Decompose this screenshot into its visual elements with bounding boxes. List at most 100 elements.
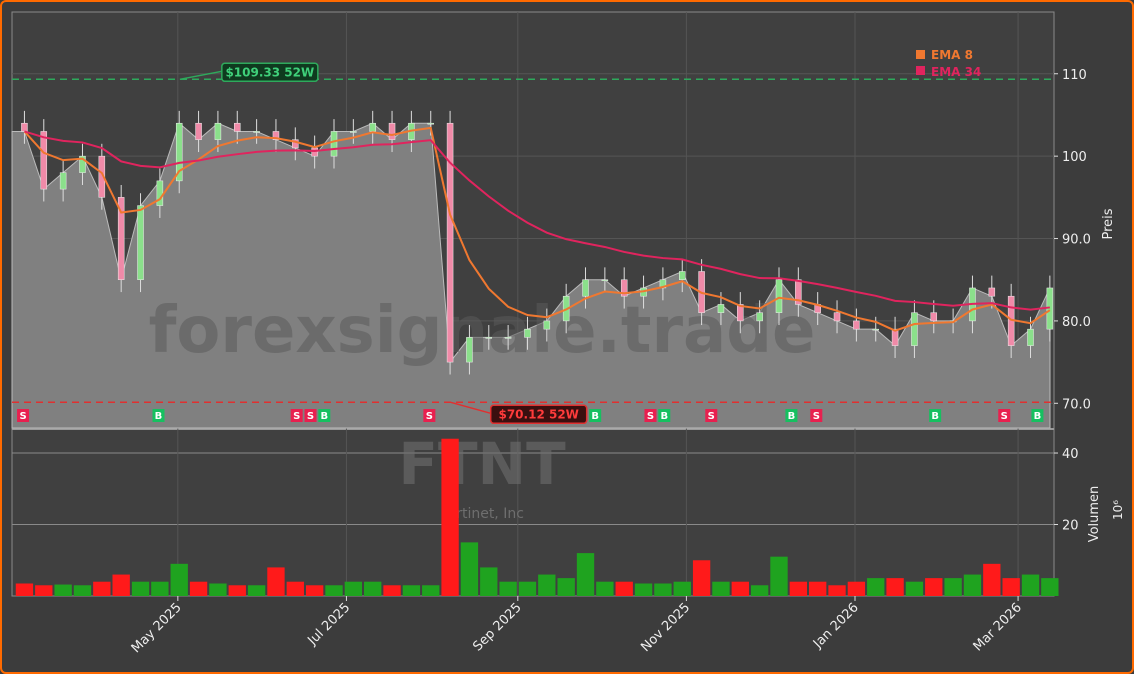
candle-body — [737, 304, 744, 322]
candle-body — [137, 205, 144, 280]
signal-label: S — [426, 411, 433, 422]
volume-bar — [557, 578, 575, 596]
volume-bar — [673, 581, 691, 596]
volume-bar — [712, 581, 730, 596]
volume-bar — [576, 553, 595, 596]
signal-label: S — [647, 411, 654, 422]
ticker-watermark: FTNT — [398, 430, 566, 498]
legend-swatch-ema34 — [916, 66, 925, 75]
legend: EMA 8 EMA 34 — [916, 48, 981, 79]
price-tick-label: 90.0 — [1062, 233, 1091, 248]
candle-body — [369, 122, 376, 132]
annotations: $109.33 52W $70.12 52W — [12, 62, 1054, 425]
legend-swatch-ema8 — [916, 50, 925, 59]
sell-signal — [644, 409, 657, 422]
candle-body — [504, 337, 512, 339]
volume-bar — [209, 583, 227, 596]
candle-body — [601, 279, 609, 281]
buy-signal — [929, 409, 942, 422]
volume-bar — [151, 581, 169, 596]
candle-body — [543, 320, 551, 330]
x-tick-label: Nov 2025 — [638, 600, 693, 655]
signal-label: S — [813, 411, 820, 422]
volume-bars — [15, 438, 1059, 596]
candle-body — [21, 122, 28, 132]
volume-bar — [305, 585, 324, 596]
volume-bar — [325, 585, 343, 596]
candle-body — [756, 312, 763, 322]
candle-body — [485, 337, 493, 339]
candle-body — [330, 131, 338, 157]
volume-bar — [480, 567, 498, 596]
candle-body — [872, 328, 879, 331]
volume-axis-unit: 10⁶ — [1111, 500, 1125, 520]
volume-tick-label: 40 — [1062, 447, 1079, 462]
signal-label: B — [660, 411, 668, 422]
volume-bar — [228, 585, 246, 596]
volume-bar — [247, 585, 266, 596]
candle-body — [427, 122, 434, 125]
ema-lines — [23, 126, 1051, 332]
candle-body — [930, 312, 938, 322]
volume-bar — [267, 567, 285, 596]
signal-label: B — [1034, 411, 1042, 422]
volume-bar — [867, 578, 885, 596]
volume-bar — [131, 581, 150, 596]
volume-bar — [422, 585, 440, 596]
volume-bar — [770, 556, 788, 596]
candle-body — [40, 131, 48, 190]
volume-bar — [828, 585, 846, 596]
signal-label: S — [307, 411, 314, 422]
candle-body — [79, 155, 86, 173]
signal-label: S — [19, 411, 26, 422]
volume-bar — [1002, 578, 1020, 596]
sell-signal — [998, 409, 1011, 422]
volume-bar — [654, 583, 672, 596]
candle-body — [891, 328, 899, 346]
candle-body — [853, 320, 860, 330]
volume-bar — [596, 581, 614, 596]
buy-signal — [785, 409, 798, 422]
volume-bar — [402, 585, 421, 596]
legend-ema8: EMA 8 — [931, 48, 973, 62]
buy-signal — [658, 409, 671, 422]
volume-bar — [615, 581, 633, 596]
candle-body — [833, 312, 841, 322]
volume-bar — [809, 581, 827, 596]
annotation-box — [221, 62, 319, 83]
x-tick-label: May 2025 — [129, 600, 185, 656]
volume-bar — [731, 581, 749, 596]
price-tick-label: 70.0 — [1062, 397, 1091, 412]
buy-signal — [1031, 409, 1044, 422]
volume-bar — [441, 438, 459, 596]
volume-bar — [789, 581, 808, 596]
candle-body — [679, 271, 686, 280]
candle-body — [234, 122, 241, 132]
volume-bar — [170, 563, 188, 596]
volume-bar — [847, 581, 866, 596]
volume-bar — [35, 585, 53, 596]
volume-bar — [692, 560, 711, 596]
signal-label: S — [1001, 411, 1008, 422]
price-tick-label: 110 — [1062, 68, 1087, 83]
volume-bar — [518, 581, 537, 596]
volume-bar — [983, 563, 1001, 596]
company-watermark: Fortinet, Inc — [440, 506, 524, 522]
annotation-arrow — [179, 70, 222, 81]
volume-bar — [112, 574, 130, 596]
annotation-box — [489, 404, 588, 425]
candle-body — [911, 312, 918, 346]
x-tick-label: Sep 2025 — [470, 600, 524, 654]
signal-label: B — [155, 411, 163, 422]
annotation-label: $109.33 52W — [225, 65, 314, 79]
candle-body — [98, 155, 106, 198]
candle-body — [59, 172, 67, 190]
x-tick-label: Mar 2026 — [971, 600, 1025, 654]
volume-bar — [364, 581, 382, 596]
volume-bar — [344, 581, 363, 596]
candle-body — [311, 147, 318, 157]
signal-label: B — [931, 411, 939, 422]
buy-signal — [318, 409, 331, 422]
legend-ema34: EMA 34 — [931, 65, 981, 79]
